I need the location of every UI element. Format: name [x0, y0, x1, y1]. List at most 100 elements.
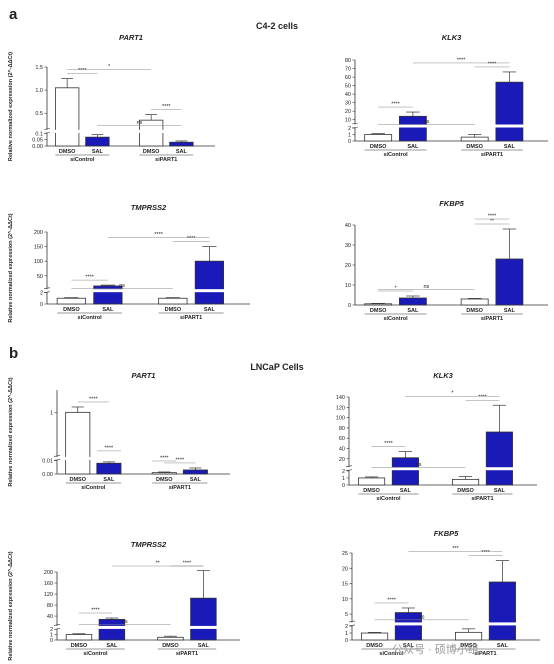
y-tick-label: 5 — [345, 612, 348, 618]
axis-break-mark — [345, 469, 353, 472]
significance-label: **** — [160, 455, 169, 461]
y-tick-label: 0 — [50, 638, 53, 644]
bar-dmso — [65, 634, 93, 641]
y-tick-label: 160 — [44, 581, 53, 587]
y-tick-label: 1 — [345, 631, 348, 637]
y-tick-label: 0.1 — [35, 131, 43, 137]
significance-label: **** — [391, 102, 400, 108]
y-tick-label: 2 — [348, 126, 351, 132]
axis-break-mark — [53, 459, 61, 461]
significance-label: **** — [488, 61, 497, 67]
y-tick-label: 40 — [47, 614, 53, 620]
x-tick-label: SAL — [403, 643, 415, 649]
bar-break — [64, 456, 91, 460]
x-tick-label: DMSO — [370, 308, 387, 314]
y-tick-label: 15 — [342, 582, 348, 588]
significance-label: ns — [419, 614, 425, 620]
bar-sal — [190, 597, 217, 641]
bar-sal — [194, 260, 225, 305]
x-tick-label: DMSO — [143, 149, 160, 155]
x-tick-label: DMSO — [363, 488, 380, 494]
bar-sal — [488, 581, 516, 641]
significance-label: **** — [176, 457, 185, 463]
bar-dmso — [364, 303, 393, 306]
group-label: siPART1 — [176, 651, 198, 657]
panel-title-a: C4-2 cells — [255, 21, 299, 31]
y-tick-label: 20 — [345, 109, 351, 115]
group-label: siPART1 — [180, 315, 202, 321]
y-tick-label: 100 — [34, 259, 43, 265]
y-tick-label: 30 — [345, 243, 351, 249]
bar-sal — [96, 462, 122, 475]
y-tick-label: 1.5 — [35, 65, 43, 71]
y-tick-label: 0.00 — [42, 472, 53, 478]
x-tick-label: DMSO — [165, 307, 182, 313]
x-tick-label: DMSO — [457, 488, 474, 494]
y-tick-label: 1 — [50, 633, 53, 639]
axis-break — [44, 289, 50, 293]
significance-label: ns — [424, 119, 430, 125]
significance-label: **** — [91, 608, 100, 614]
y-tick-label: 2 — [40, 290, 43, 296]
x-tick-label: SAL — [204, 307, 216, 313]
significance-label: **** — [457, 57, 466, 63]
chart-title: TMPRSS2 — [131, 540, 167, 549]
y-tick-label: 60 — [345, 75, 351, 81]
x-tick-label: SAL — [504, 308, 516, 314]
y-tick-label: 2 — [342, 469, 345, 475]
group-label: siControl — [383, 316, 408, 322]
group-label: siPART1 — [481, 316, 503, 322]
x-tick-label: DMSO — [156, 477, 173, 483]
bar-dmso — [158, 297, 188, 305]
y-tick-label: 40 — [339, 446, 345, 452]
y-tick-label: 0.05 — [32, 138, 43, 144]
chart-title: PART1 — [132, 371, 156, 380]
group-label: siControl — [78, 315, 103, 321]
significance-label: **** — [387, 597, 396, 603]
y-tick-label: 0.5 — [35, 111, 43, 117]
significance-label: *** — [452, 546, 459, 552]
axis-break-mark — [43, 128, 51, 130]
x-tick-label: DMSO — [162, 643, 179, 649]
bar-dmso — [55, 87, 80, 147]
bar-dmso — [138, 119, 164, 147]
chart-title: FKBP5 — [439, 199, 464, 208]
bar-break — [138, 129, 164, 133]
group-label: siControl — [383, 152, 408, 158]
bar-break — [92, 289, 124, 293]
x-tick-label: SAL — [102, 307, 114, 313]
group-label: siControl — [70, 157, 95, 163]
y-tick-label: 1.0 — [35, 88, 43, 94]
significance-label: ** — [156, 561, 161, 567]
bar-sal — [169, 141, 194, 147]
y-tick-label: 1 — [348, 133, 351, 139]
y-tick-label: 120 — [44, 592, 53, 598]
bar-dmso — [157, 636, 184, 641]
chart-title: KLK3 — [433, 371, 453, 380]
axis-break-mark — [53, 455, 61, 457]
y-tick-label: 70 — [345, 67, 351, 73]
bar-sal — [182, 469, 208, 475]
bar-dmso — [65, 411, 91, 475]
significance-label: **** — [488, 214, 497, 220]
axis-break-mark — [53, 624, 61, 626]
bar-sal — [485, 431, 513, 486]
axis-break — [352, 124, 358, 128]
x-tick-label: DMSO — [59, 149, 76, 155]
y-tick-label: 40 — [345, 223, 351, 229]
bar-dmso — [56, 297, 86, 305]
y-tick-label: 40 — [345, 92, 351, 98]
significance-label: **** — [478, 395, 487, 401]
y-tick-label: 2 — [50, 627, 53, 633]
axis-break-mark — [348, 620, 356, 623]
y-axis-label: Relative normalized expression (2^-ΔΔCt) — [8, 551, 14, 660]
axis-break-mark — [43, 132, 51, 134]
bar-dmso — [454, 631, 483, 641]
axis-break-mark — [53, 628, 61, 630]
group-label: siPART1 — [474, 651, 496, 657]
bar-sal — [394, 612, 422, 641]
y-tick-label: 20 — [339, 457, 345, 463]
y-tick-label: 80 — [47, 603, 53, 609]
group-label: siPART1 — [169, 485, 191, 491]
